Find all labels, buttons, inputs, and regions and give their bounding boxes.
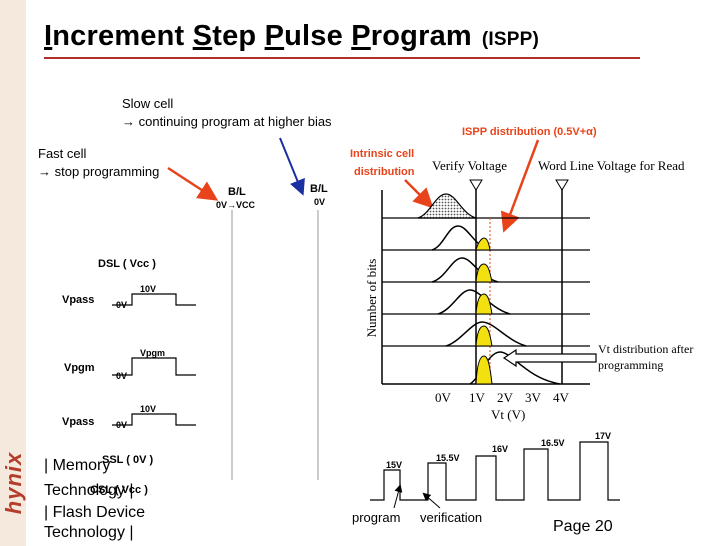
vpass-1-label: Vpass <box>62 294 95 306</box>
ssl-label: SSL ( 0V ) <box>102 454 154 466</box>
x-axis-label: Vt (V) <box>491 407 526 422</box>
verify-voltage-label: Verify Voltage <box>432 158 507 173</box>
intrinsic-distribution <box>417 193 477 219</box>
intrinsic-cell-label: Intrinsic cell <box>350 148 415 160</box>
vpass-1-high: 10V <box>140 284 157 294</box>
vt-after-label-1: Vt distribution after <box>598 342 694 356</box>
page-number: Page 20 <box>553 518 613 535</box>
tick-1v: 1V <box>469 390 485 405</box>
vpass-2-label: Vpass <box>62 416 95 428</box>
tick-2v: 2V <box>497 390 513 405</box>
tick-4v: 4V <box>553 390 569 405</box>
pulse-165v: 16.5V <box>541 438 565 448</box>
vpass-1-low: 0V <box>116 300 128 310</box>
footer-flash-device: | Flash Device <box>44 504 146 521</box>
intrinsic-arrow <box>404 179 434 209</box>
pulse-17v: 17V <box>595 431 612 441</box>
vpgm-high: Vpgm <box>140 348 166 358</box>
bitline-2-voltage: 0V <box>314 197 326 207</box>
vpgm-label: Vpgm <box>64 362 95 374</box>
fast-cell-desc: → stop programming <box>38 164 160 179</box>
vt-graph <box>381 180 590 385</box>
pulse-16v: 16V <box>492 444 509 454</box>
vt-after-label-2: programming <box>598 358 664 372</box>
vpass-2-high: 10V <box>140 404 157 414</box>
bitline-1-label: B/L <box>228 186 246 198</box>
fast-cell-label: Fast cell <box>38 146 87 161</box>
footer-technology-2: Technology | <box>44 524 134 541</box>
intrinsic-distribution-label: distribution <box>354 166 415 178</box>
slow-cell-desc: → continuing program at higher bias <box>122 114 332 129</box>
slow-cell-label: Slow cell <box>122 96 174 111</box>
nand-circuit <box>231 210 319 480</box>
program-arrow <box>393 484 403 509</box>
tick-0v: 0V <box>435 390 451 405</box>
program-label: program <box>352 510 401 525</box>
dsl-label: DSL ( Vcc ) <box>98 258 156 270</box>
brand-bar <box>0 0 26 546</box>
footer-technology-1: Technology | <box>44 482 134 499</box>
gate-waveforms <box>112 293 196 426</box>
ispp-distribution-label: ISPP distribution (0.5V+α) <box>462 126 597 138</box>
fast-cell-arrow <box>167 166 219 201</box>
verification-label: verification <box>420 510 483 525</box>
slow-cell-arrow <box>279 137 305 196</box>
bitline-1-voltage: 0V→VCC <box>216 200 256 210</box>
title-rule <box>44 57 640 59</box>
vpgm-low: 0V <box>116 371 128 381</box>
ispp-arrow <box>500 139 540 233</box>
vpass-2-low: 0V <box>116 420 128 430</box>
pulse-155v: 15.5V <box>436 453 460 463</box>
csl-label: CSL ( Vcc ) <box>90 484 148 496</box>
y-axis-label: Number of bits <box>364 258 379 338</box>
wl-read-label: Word Line Voltage for Read <box>538 158 685 173</box>
page-title: Increment Step Pulse Program (ISPP) <box>44 20 540 52</box>
tick-3v: 3V <box>525 390 541 405</box>
bitline-2-label: B/L <box>310 183 328 195</box>
vt-after-arrow <box>502 348 597 368</box>
footer-memory: | Memory <box>44 457 111 474</box>
verification-arrow <box>422 492 441 509</box>
pulse-15v: 15V <box>386 460 403 470</box>
